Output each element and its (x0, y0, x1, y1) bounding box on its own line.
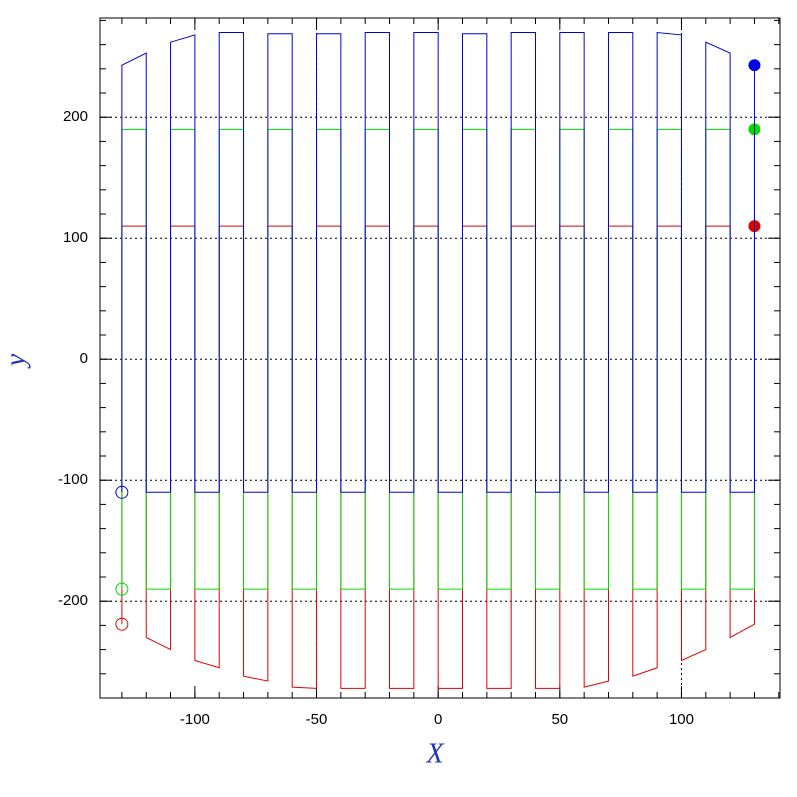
x-tick-label: -100 (180, 711, 210, 728)
x-tick-label: 50 (551, 711, 568, 728)
series-line (121, 31, 755, 493)
y-tick-label: 200 (63, 108, 88, 125)
y-tick-label: 0 (80, 350, 88, 367)
y-tick-label: 100 (63, 229, 88, 246)
end-marker (748, 59, 761, 72)
start-marker (115, 485, 129, 499)
start-marker (115, 617, 129, 631)
y-tick-label: -200 (58, 592, 88, 609)
x-axis-label: X (425, 738, 444, 769)
plot-frame (99, 17, 781, 699)
start-marker (115, 582, 129, 596)
y-axis-label: y (0, 353, 31, 369)
y-tick-label: -100 (58, 471, 88, 488)
x-tick-label: -50 (306, 711, 328, 728)
x-tick-label: 100 (669, 711, 694, 728)
x-tick-label: 0 (434, 711, 442, 728)
